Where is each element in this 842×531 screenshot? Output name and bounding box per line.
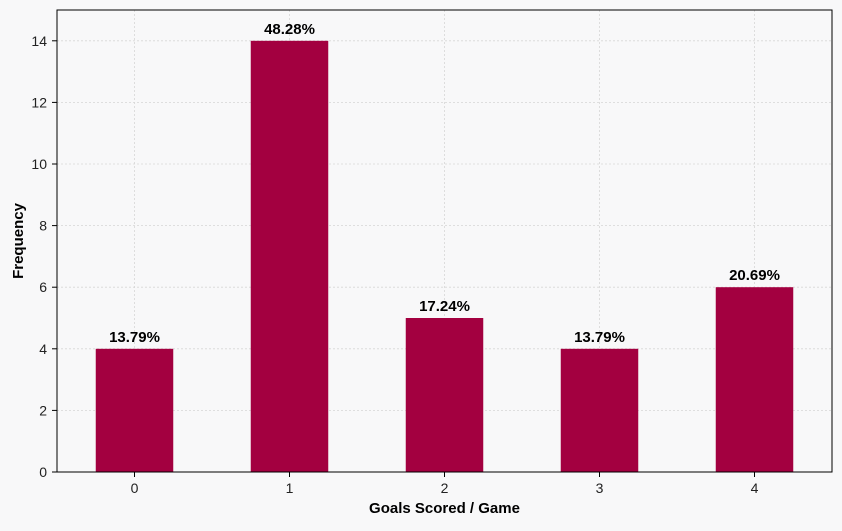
x-ticks: 0 1 2 3 4 (131, 472, 759, 496)
y-tick-label-10: 10 (31, 156, 47, 172)
bars (95, 40, 794, 473)
x-tick-label-4: 4 (751, 480, 759, 496)
y-tick-label-6: 6 (39, 279, 47, 295)
y-tick-label-2: 2 (39, 402, 47, 418)
y-tick-label-8: 8 (39, 218, 47, 234)
x-tick-label-0: 0 (131, 480, 139, 496)
bar-label-1: 48.28% (264, 21, 315, 38)
x-tick-label-3: 3 (596, 480, 604, 496)
bar-label-4: 20.69% (729, 267, 780, 284)
bar-labels: 13.79% 48.28% 17.24% 13.79% 20.69% (109, 21, 780, 346)
bar-3 (560, 348, 639, 472)
bar-label-2: 17.24% (419, 298, 470, 315)
x-tick-label-2: 2 (441, 480, 449, 496)
bar-2 (405, 318, 484, 472)
bar-label-3: 13.79% (574, 329, 625, 346)
y-tick-label-12: 12 (31, 94, 47, 110)
y-tick-label-0: 0 (39, 464, 47, 480)
y-ticks: 0 2 4 6 8 10 12 14 (31, 33, 57, 480)
x-axis-title: Goals Scored / Game (369, 500, 520, 517)
y-tick-label-4: 4 (39, 341, 47, 357)
x-tick-label-1: 1 (286, 480, 294, 496)
bar-4 (715, 287, 794, 472)
bar-1 (250, 40, 329, 473)
bar-label-0: 13.79% (109, 329, 160, 346)
bar-0 (95, 348, 174, 472)
y-axis-title: Frequency (10, 202, 27, 279)
y-tick-label-14: 14 (31, 33, 47, 49)
